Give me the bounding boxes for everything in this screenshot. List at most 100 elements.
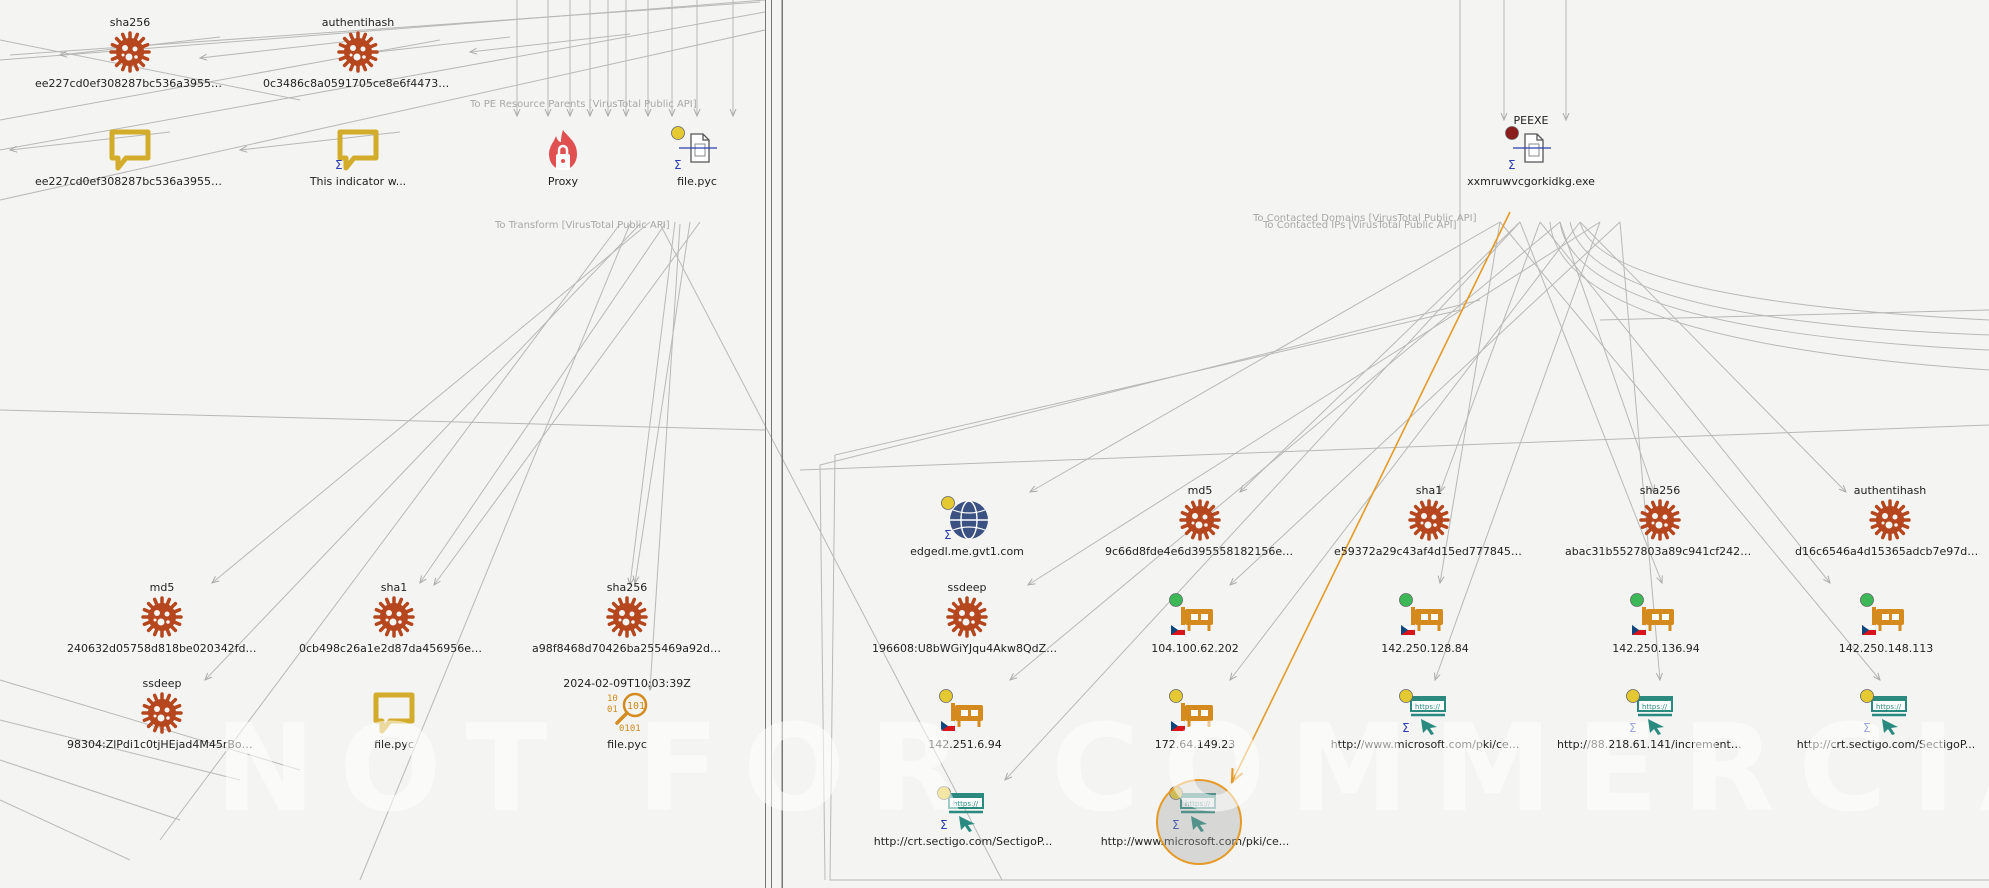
graph-node[interactable]: 104.100.62.202 — [1100, 581, 1290, 655]
node-type-title — [1330, 677, 1520, 691]
svg-text:Σ: Σ — [944, 528, 952, 542]
graph-edge — [0, 759, 181, 821]
graph-node[interactable]: md5 240632d05758d818be020342fd5d864b — [67, 581, 257, 655]
graph-node[interactable]: authentihash 0c3486c8a0591705ce8e6f4473c… — [263, 16, 453, 90]
graph-edge — [205, 223, 641, 680]
node-type-title — [1791, 677, 1981, 691]
graph-edge — [635, 221, 691, 583]
svg-text:0101: 0101 — [619, 724, 641, 734]
graph-node[interactable]: 172.64.149.23 — [1100, 677, 1290, 751]
graph-node[interactable]: 142.251.6.94 — [870, 677, 1060, 751]
graph-node[interactable]: sha256 abac31b5527803a89c941cf24280a96..… — [1565, 484, 1755, 558]
svg-text:01: 01 — [607, 705, 618, 715]
graph-node[interactable]: file.pyc — [299, 677, 489, 751]
malware-icon — [1405, 498, 1453, 542]
node-label: 142.250.148.113 — [1838, 642, 1934, 655]
graph-node[interactable]: sha1 e59372a29c43af4d15ed77784547aae... — [1334, 484, 1524, 558]
node-type-title: ssdeep — [142, 677, 182, 690]
graph-node[interactable]: sha256 a98f8468d70426ba255469a92d983d6..… — [532, 581, 722, 655]
node-type-title — [1100, 677, 1290, 691]
node-type-title: 2024-02-09T10:03:39Z — [563, 677, 691, 690]
status-dot-icon — [1630, 593, 1644, 607]
graph-edge — [470, 33, 631, 52]
node-type-title — [1557, 677, 1747, 691]
node-label: abac31b5527803a89c941cf24280a96... — [1565, 545, 1755, 558]
graph-node[interactable]: md5 9c66d8fde4e6d395558182156e6fe298 — [1105, 484, 1295, 558]
graph-node[interactable]: sha256 ee227cd0ef308287bc536a3955fd813..… — [35, 16, 225, 90]
sigma-icon: Σ — [944, 528, 952, 542]
sigma-icon: Σ — [1863, 721, 1871, 735]
country-flag-icon — [1171, 721, 1185, 731]
ip-icon — [1169, 593, 1219, 639]
graph-node[interactable]: ssdeep 98304:ZlPdi1c0tjHEjad4M45rBoUB... — [67, 677, 257, 751]
node-label: http://www.microsoft.com/pki/ce... — [1100, 835, 1290, 848]
node-type-title: PEEXE — [1513, 114, 1549, 127]
graph-edge — [1579, 221, 1846, 492]
graph-edge — [650, 223, 681, 690]
view-divider[interactable] — [771, 0, 772, 888]
graph-edge — [1549, 221, 1989, 371]
node-type-title — [872, 484, 1062, 498]
node-label: a98f8468d70426ba255469a92d983d6... — [532, 642, 722, 655]
sigma-icon: Σ — [1508, 158, 1516, 172]
country-flag-icon — [1862, 625, 1876, 635]
node-label: 196608:U8bWGiYJqu4Akw8QdZmPFWUn... — [872, 642, 1062, 655]
country-flag-icon — [1401, 625, 1415, 635]
graph-node[interactable]: Proxy — [468, 114, 658, 188]
graph-node[interactable]: ssdeep 196608:U8bWGiYJqu4Akw8QdZmPFWUn..… — [872, 581, 1062, 655]
graph-node[interactable]: sha1 0cb498c26a1e2d87da456956eb0e9be... — [299, 581, 489, 655]
graph-edge — [1030, 221, 1501, 492]
ip-icon — [1630, 593, 1680, 639]
node-label: This indicator w... — [309, 175, 407, 188]
graph-edge — [819, 299, 1481, 881]
svg-text:10: 10 — [607, 694, 618, 704]
country-flag-icon — [1171, 625, 1185, 635]
node-type-title — [870, 677, 1060, 691]
view-divider[interactable] — [782, 0, 783, 888]
graph-edge — [0, 29, 766, 201]
graph-edge — [1569, 221, 1989, 336]
ip-icon — [1860, 593, 1910, 639]
graph-edge — [1539, 221, 1830, 583]
node-label: ee227cd0ef308287bc536a3955fd81... — [35, 175, 225, 188]
status-dot-icon — [1169, 786, 1183, 800]
graph-node[interactable]: ee227cd0ef308287bc536a3955fd81... — [35, 114, 225, 188]
sigma-icon: Σ — [674, 158, 682, 172]
graph-node[interactable]: Σ This indicator w... — [263, 114, 453, 188]
node-type-title — [263, 114, 453, 128]
graph-edge — [240, 131, 401, 150]
node-label: file.pyc — [607, 738, 647, 751]
graph-node[interactable]: 2024-02-09T10:03:39Z 10 01 0101 101 file… — [532, 677, 722, 751]
graph-edge — [1435, 221, 1601, 680]
graph-edge — [0, 719, 241, 781]
graph-node[interactable]: 142.250.148.113 — [1791, 581, 1981, 655]
node-label: 142.250.128.84 — [1381, 642, 1469, 655]
view-divider[interactable] — [765, 0, 766, 888]
url-icon: https:// Σ — [937, 786, 987, 832]
status-dot-icon — [1169, 689, 1183, 703]
node-label: 240632d05758d818be020342fd5d864b — [67, 642, 257, 655]
graph-node[interactable]: 142.250.136.94 — [1561, 581, 1751, 655]
node-type-title — [35, 114, 225, 128]
graph-node[interactable]: 142.250.128.84 — [1330, 581, 1520, 655]
node-type-title: sha256 — [109, 16, 151, 29]
graph-edge — [159, 223, 621, 841]
graph-edge — [0, 11, 766, 151]
graph-edge — [0, 39, 301, 101]
node-label: file.pyc — [374, 738, 414, 751]
graph-node[interactable]: authentihash d16c6546a4d15365adcb7e97d01… — [1795, 484, 1985, 558]
status-dot-icon — [1505, 126, 1519, 140]
node-label: file.pyc — [677, 175, 717, 188]
svg-text:https://: https:// — [1876, 703, 1902, 711]
ip-icon — [1399, 593, 1449, 639]
ip-icon — [1169, 689, 1219, 735]
